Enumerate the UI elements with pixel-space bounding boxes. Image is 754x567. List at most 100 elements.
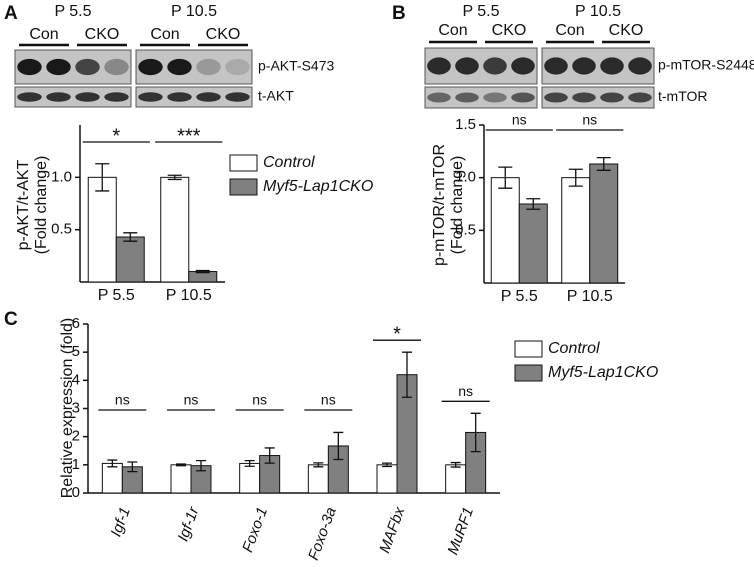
blot-band — [572, 57, 596, 75]
blot-band — [138, 58, 163, 76]
legend-label: Control — [263, 154, 315, 171]
bar — [589, 163, 619, 284]
blot-band — [572, 92, 596, 103]
x-tick-label: Foxo-1 — [239, 505, 271, 555]
blot-band — [455, 92, 479, 103]
band-label: p-AKT-S473 — [258, 58, 334, 74]
blot — [14, 86, 132, 108]
blot-band — [455, 57, 479, 75]
y-tick-label: 0.5 — [51, 221, 72, 238]
panel-label: B — [392, 3, 406, 24]
x-tick-label: P 5.5 — [501, 288, 538, 305]
legend-label: Control — [548, 340, 600, 357]
significance-label: ns — [582, 112, 597, 128]
y-tick-label: 0 — [72, 484, 80, 501]
bar — [239, 462, 261, 494]
legend-swatch — [229, 154, 258, 172]
significance-label: * — [112, 125, 120, 147]
bar — [561, 177, 591, 284]
blot-band — [104, 92, 129, 102]
bar — [170, 464, 192, 494]
error-bar — [333, 431, 344, 461]
significance-label: ns — [252, 392, 267, 408]
blot-band — [600, 92, 624, 103]
blot-band — [600, 57, 624, 75]
age-label: P 5.5 — [54, 3, 91, 20]
blot-band — [196, 58, 221, 76]
error-bar — [596, 157, 611, 171]
bar — [115, 236, 145, 283]
error-bar — [167, 174, 182, 181]
y-tick-label: 1.0 — [455, 169, 476, 186]
significance-label: ns — [115, 392, 130, 408]
x-tick-label: Igf-1 — [108, 505, 134, 539]
error-bar — [127, 461, 138, 473]
blot-band — [196, 92, 221, 102]
group-label: CKO — [206, 26, 241, 43]
band-label: p-mTOR-S2448 — [658, 57, 754, 73]
error-bar — [196, 459, 206, 472]
bar — [87, 176, 117, 283]
bar — [101, 462, 123, 494]
legend-swatch — [514, 364, 543, 382]
x-tick-label: P 5.5 — [98, 287, 135, 304]
x-tick-label: MuRF1 — [444, 505, 477, 557]
blot-band — [427, 57, 451, 75]
blot-band — [544, 57, 568, 75]
y-axis-label: (Fold change) — [449, 156, 466, 255]
y-tick-label: 1.5 — [455, 116, 476, 133]
blot-band — [225, 58, 250, 76]
blot-band — [167, 58, 192, 76]
bar — [307, 464, 329, 494]
error-bar — [244, 459, 255, 467]
band-label: t-AKT — [258, 88, 294, 104]
blot-band — [511, 92, 535, 103]
group-label: CKO — [609, 22, 644, 39]
legend-swatch — [229, 178, 258, 196]
error-bar — [498, 166, 513, 189]
group-label: Con — [29, 26, 58, 43]
bar — [518, 203, 548, 284]
error-bar — [107, 459, 118, 468]
blot — [541, 86, 655, 109]
panel-label: C — [4, 309, 18, 330]
error-bar — [526, 198, 541, 210]
error-bar — [450, 461, 461, 468]
legend-label: Myf5-Lap1CKO — [548, 364, 658, 381]
error-bar — [195, 269, 210, 274]
x-tick-label: Igf-1r — [175, 504, 203, 544]
y-tick-label: 1.0 — [51, 168, 72, 185]
blot-band — [483, 92, 507, 103]
blot — [135, 86, 253, 108]
x-tick-label: P 10.5 — [166, 287, 212, 304]
age-label: P 5.5 — [462, 3, 499, 20]
blot-band — [104, 58, 129, 76]
significance-label: *** — [177, 125, 201, 147]
significance-label: ns — [184, 392, 199, 408]
error-bar — [176, 463, 186, 467]
legend-swatch — [514, 340, 543, 358]
y-tick-label: 6 — [72, 315, 80, 332]
bar — [160, 176, 190, 283]
bar — [490, 177, 520, 284]
blot-band — [17, 58, 42, 76]
x-tick-label: Foxo-3a — [305, 505, 340, 563]
y-axis-label: (Fold change) — [33, 156, 50, 255]
blot-band — [628, 57, 652, 75]
significance-label: ns — [458, 383, 473, 399]
legend-label: Myf5-Lap1CKO — [263, 178, 373, 195]
y-tick-label: 1 — [72, 456, 80, 473]
y-axis-label: p-mTOR/t-mTOR — [431, 144, 448, 266]
band-label: t-mTOR — [658, 88, 708, 104]
blot-band — [628, 92, 652, 103]
blot-band — [544, 92, 568, 103]
blot-band — [483, 57, 507, 75]
error-bar — [95, 163, 110, 192]
y-tick-label: 2 — [72, 428, 80, 445]
blot — [424, 86, 538, 109]
blot-band — [167, 92, 192, 102]
y-tick-label: 0.5 — [455, 221, 476, 238]
blot-band — [46, 92, 71, 102]
bar — [376, 464, 398, 494]
